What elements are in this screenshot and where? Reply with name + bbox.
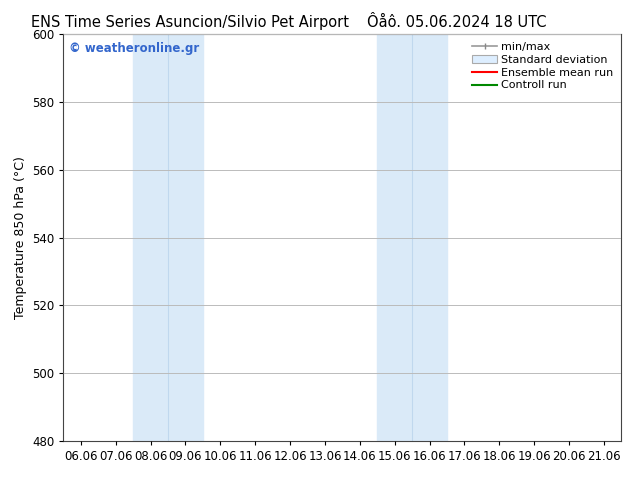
Bar bbox=[377, 34, 447, 441]
Bar bbox=[133, 34, 203, 441]
Text: Ôåô. 05.06.2024 18 UTC: Ôåô. 05.06.2024 18 UTC bbox=[366, 15, 547, 30]
Y-axis label: Temperature 850 hPa (°C): Temperature 850 hPa (°C) bbox=[13, 156, 27, 319]
Legend: min/max, Standard deviation, Ensemble mean run, Controll run: min/max, Standard deviation, Ensemble me… bbox=[470, 40, 616, 93]
Text: ENS Time Series Asuncion/Silvio Pet Airport: ENS Time Series Asuncion/Silvio Pet Airp… bbox=[31, 15, 349, 30]
Text: © weatheronline.gr: © weatheronline.gr bbox=[69, 43, 199, 55]
